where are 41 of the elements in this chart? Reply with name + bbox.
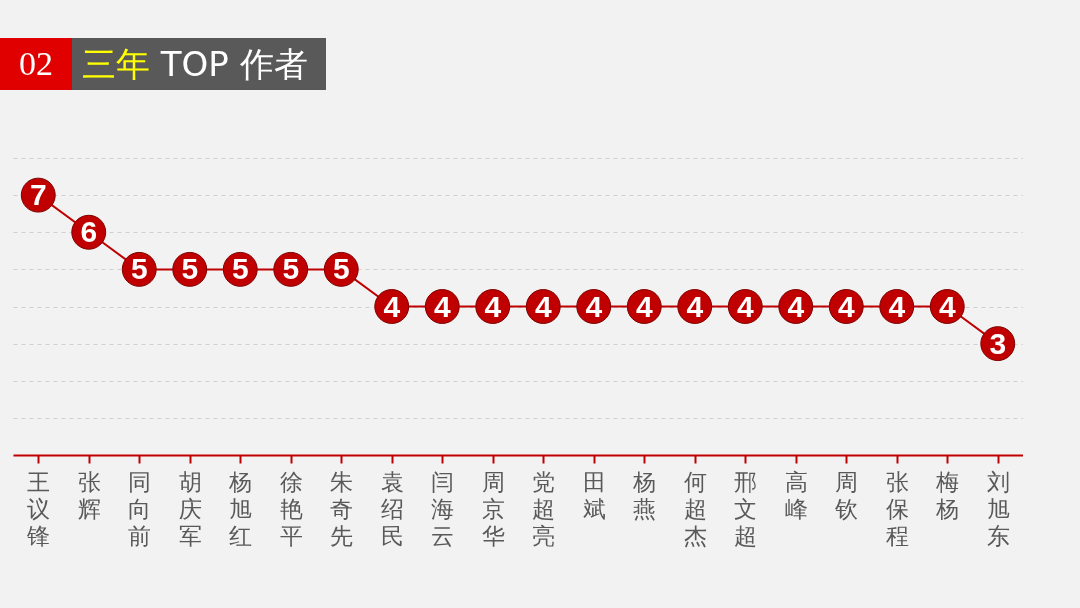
x-tick-label: 梅杨 [935,468,960,522]
x-tick-label: 田斌 [582,468,606,522]
data-label: 4 [635,289,653,323]
data-label: 5 [181,252,199,286]
data-label: 4 [433,289,451,323]
x-tick-label: 袁绍民 [380,468,404,549]
data-label: 4 [686,289,704,323]
x-tick-label: 闫海云 [431,468,455,549]
x-tick-label: 杨燕 [632,468,657,522]
data-label: 5 [130,252,148,286]
x-tick-label: 王议锋 [26,468,51,549]
x-tick-label: 高峰 [784,468,808,522]
x-tick-label: 张保程 [885,468,909,549]
x-tick-label: 周京华 [481,468,505,549]
x-tick-label: 何超杰 [683,468,707,549]
data-label: 6 [80,215,98,249]
data-label: 4 [736,289,754,323]
data-label: 3 [989,326,1007,360]
x-tick-label: 刘旭东 [986,468,1010,549]
data-label: 4 [787,289,805,323]
data-label: 5 [332,252,350,286]
data-label: 4 [837,289,855,323]
data-label: 7 [29,178,47,212]
x-tick-label: 徐艳平 [279,468,303,549]
x-tick-label: 杨旭红 [228,468,253,549]
x-tick-label: 胡庆军 [178,468,202,549]
data-label: 4 [888,289,906,323]
data-label: 4 [534,289,552,323]
x-tick-label: 邢文超 [734,468,758,549]
data-label: 4 [383,289,401,323]
x-tick-label: 党超亮 [532,468,556,549]
data-label: 4 [585,289,603,323]
x-tick-label: 同向前 [128,468,152,549]
data-label: 4 [484,289,502,323]
data-label: 4 [938,289,956,323]
data-label: 5 [282,252,300,286]
x-tick-label: 周钦 [834,468,859,522]
chart-title: 02 三年 TOP 作者 [18,43,308,86]
data-label: 5 [231,252,249,286]
x-tick-label: 朱奇先 [330,468,354,549]
x-tick-label: 张辉 [77,468,101,522]
